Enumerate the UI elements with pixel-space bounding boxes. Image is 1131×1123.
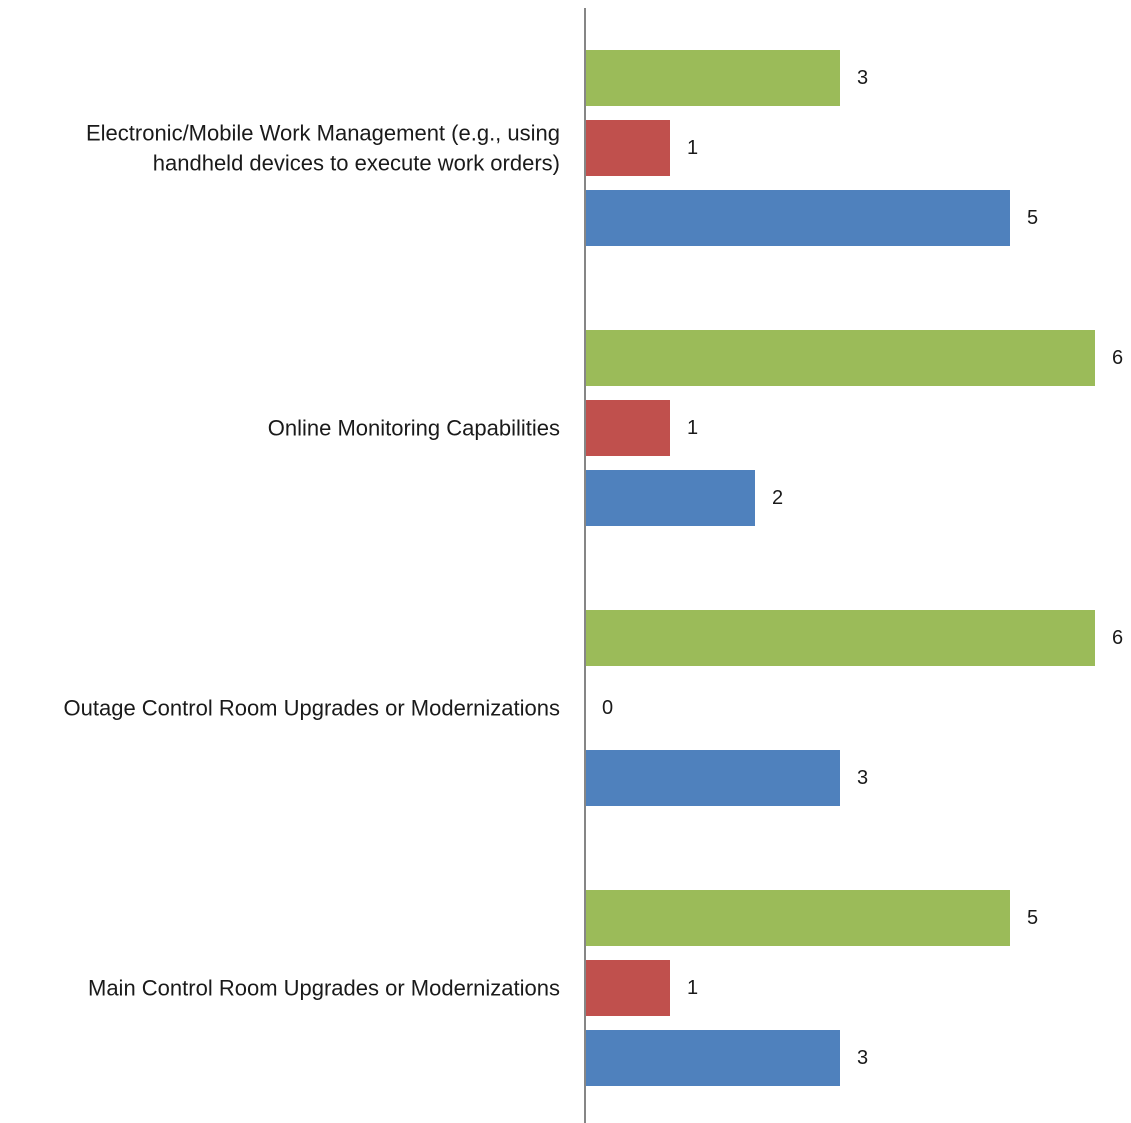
bar-cat3-series2 bbox=[585, 1030, 840, 1086]
value-label-cat3-series2: 3 bbox=[857, 1047, 868, 1069]
category-label-0: Electronic/Mobile Work Management (e.g.,… bbox=[86, 121, 560, 176]
category-label-1: Online Monitoring Capabilities bbox=[268, 416, 560, 441]
value-label-cat3-series0: 5 bbox=[1027, 907, 1038, 929]
category-label-line: Online Monitoring Capabilities bbox=[268, 416, 560, 441]
value-label-cat1-series2: 2 bbox=[772, 487, 783, 509]
value-label-cat1-series1: 1 bbox=[687, 417, 698, 439]
value-label-cat2-series1: 0 bbox=[602, 697, 613, 719]
category-label-2: Outage Control Room Upgrades or Moderniz… bbox=[64, 696, 560, 721]
bar-cat2-series2 bbox=[585, 750, 840, 806]
category-label-line: Electronic/Mobile Work Management (e.g.,… bbox=[86, 121, 560, 146]
bar-cat1-series2 bbox=[585, 470, 755, 526]
bar-cat0-series0 bbox=[585, 50, 840, 106]
bar-cat0-series2 bbox=[585, 190, 1010, 246]
bar-cat1-series1 bbox=[585, 400, 670, 456]
category-label-line: handheld devices to execute work orders) bbox=[153, 151, 560, 176]
value-label-cat0-series1: 1 bbox=[687, 137, 698, 159]
category-labels-layer: Electronic/Mobile Work Management (e.g.,… bbox=[64, 121, 560, 1001]
value-label-cat2-series0: 6 bbox=[1112, 627, 1123, 649]
category-label-line: Main Control Room Upgrades or Modernizat… bbox=[88, 976, 560, 1001]
bars-layer bbox=[585, 50, 1095, 1086]
bar-cat3-series0 bbox=[585, 890, 1010, 946]
value-label-cat1-series0: 6 bbox=[1112, 347, 1123, 369]
value-label-cat0-series2: 5 bbox=[1027, 207, 1038, 229]
value-label-cat3-series1: 1 bbox=[687, 977, 698, 999]
category-label-line: Outage Control Room Upgrades or Moderniz… bbox=[64, 696, 560, 721]
bar-cat3-series1 bbox=[585, 960, 670, 1016]
bar-cat2-series0 bbox=[585, 610, 1095, 666]
category-label-3: Main Control Room Upgrades or Modernizat… bbox=[88, 976, 560, 1001]
value-label-cat0-series0: 3 bbox=[857, 67, 868, 89]
bar-cat0-series1 bbox=[585, 120, 670, 176]
bar-cat1-series0 bbox=[585, 330, 1095, 386]
value-label-cat2-series2: 3 bbox=[857, 767, 868, 789]
